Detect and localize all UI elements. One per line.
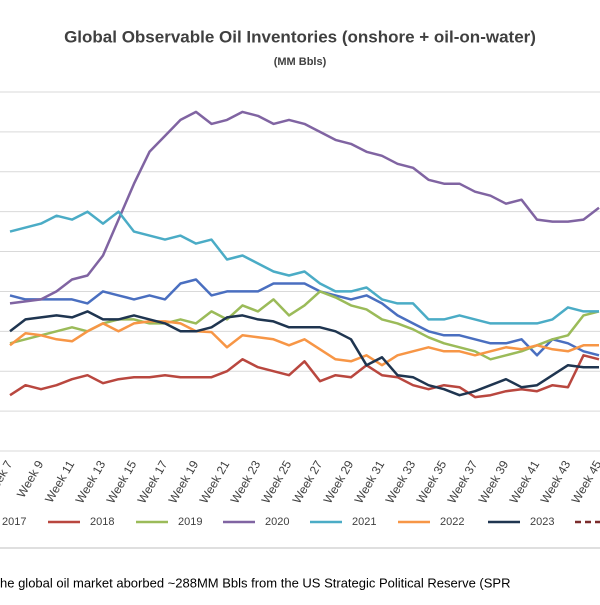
legend-label: 2019 bbox=[178, 516, 202, 528]
legend-label: 2021 bbox=[352, 516, 376, 528]
series-line bbox=[9, 278, 600, 357]
chart-title: Global Observable Oil Inventories (onsho… bbox=[64, 27, 536, 46]
x-tick-label: Week 45 bbox=[569, 458, 600, 506]
legend-label: 2023 bbox=[530, 516, 554, 528]
legend-label: 2020 bbox=[265, 516, 289, 528]
series-line bbox=[9, 110, 600, 305]
x-tick-label: Week 9 bbox=[14, 458, 47, 500]
legend-label: 2022 bbox=[440, 516, 464, 528]
footnote: he global oil market aborbed ~288MM Bbls… bbox=[0, 575, 510, 590]
chart-subtitle: (MM Bbls) bbox=[274, 56, 327, 68]
series-line bbox=[9, 320, 599, 367]
series-line bbox=[9, 290, 600, 361]
series-line bbox=[9, 310, 599, 397]
legend-label: 2018 bbox=[90, 516, 114, 528]
series-line bbox=[9, 210, 599, 325]
series-line bbox=[9, 354, 600, 399]
legend-label: 2017 bbox=[2, 516, 26, 528]
